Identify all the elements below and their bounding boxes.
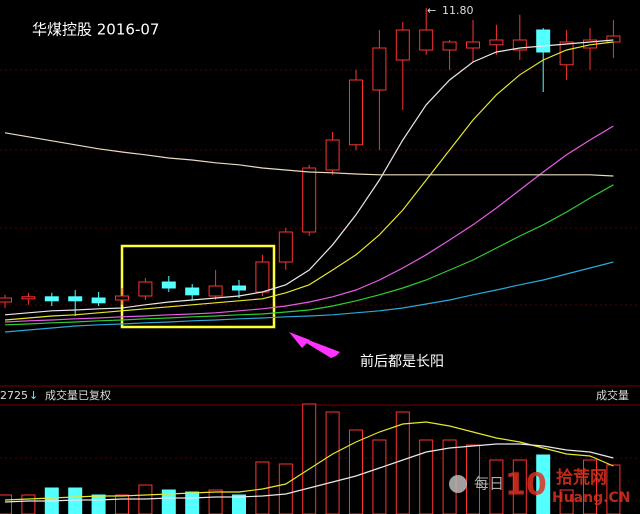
candle-body — [302, 167, 317, 233]
volume-bar — [349, 429, 363, 514]
volume-bar — [91, 494, 106, 514]
volume-bar — [278, 463, 293, 514]
volume-right-label: 成交量 — [596, 388, 629, 402]
volume-bar — [536, 454, 551, 514]
candle-body — [208, 285, 223, 297]
candle-body — [255, 261, 270, 293]
candle-body — [68, 296, 83, 302]
candle-body — [278, 231, 293, 263]
candle-body — [466, 41, 480, 49]
candle-body — [606, 35, 621, 43]
volume-bar — [583, 459, 597, 514]
volume-bar — [512, 459, 527, 514]
volume-bar — [0, 494, 12, 514]
watermark-url: Huang.CN — [552, 490, 630, 506]
volume-bar — [489, 459, 504, 514]
candle-body — [442, 41, 457, 51]
plot — [0, 8, 621, 514]
volume-bar — [466, 444, 480, 514]
watermark-logo: 10 — [505, 468, 547, 503]
volume-bar — [232, 494, 246, 514]
ma-line — [4, 184, 614, 326]
watermark: 每日 10 拾荒网 Huang.CN — [449, 467, 630, 506]
candle-body — [349, 79, 363, 146]
volume-bar — [208, 489, 223, 514]
highlight-box — [120, 244, 276, 329]
candle-body — [489, 39, 504, 46]
volume-bar — [325, 411, 340, 514]
candle-body — [115, 295, 129, 301]
ma-line — [4, 41, 614, 321]
volume-bar — [115, 494, 129, 514]
candle-body — [21, 296, 36, 300]
ma-line — [4, 125, 614, 323]
candle-body — [559, 41, 574, 66]
candle-body — [395, 29, 410, 61]
volume-bar — [302, 403, 317, 514]
callout-arrow-head — [289, 332, 310, 348]
arrow: ← — [427, 4, 436, 17]
volume-bar — [68, 487, 83, 514]
ma-line — [4, 261, 614, 333]
ma-line — [4, 132, 614, 177]
volume-bar — [372, 439, 387, 514]
candle-body — [325, 139, 340, 171]
watermark-site: 拾荒网 — [556, 467, 607, 488]
candle-body — [536, 29, 551, 53]
volume-bar — [21, 494, 36, 514]
volume-title: 成交量已复权 — [45, 388, 111, 402]
candle-body — [372, 47, 387, 91]
chart-title: 华煤控股 2016-07 — [32, 21, 159, 39]
candle-body — [419, 29, 434, 51]
ma-line — [4, 421, 614, 501]
candle-body — [0, 297, 12, 303]
candle-body — [91, 297, 106, 304]
volume-label: 2725 — [0, 389, 28, 402]
volume-bar — [606, 464, 621, 514]
candle-body — [512, 39, 527, 51]
volume-bar — [395, 411, 410, 514]
ma-line — [4, 39, 614, 316]
ma-line — [4, 443, 614, 503]
candle-body — [44, 296, 59, 302]
volume-bar — [419, 439, 434, 514]
callout: 前后都是长阳 — [360, 353, 444, 370]
watermark-text: 每日 — [474, 475, 504, 493]
watermark-icon — [449, 475, 467, 493]
candle-body — [185, 287, 200, 296]
volume-bar — [185, 491, 200, 514]
annotation: 11.80 — [442, 4, 474, 17]
candle-body — [232, 285, 246, 291]
candle-body — [138, 281, 153, 297]
down-arrow: ↓ — [29, 389, 38, 402]
volume-bar — [559, 489, 574, 514]
volume-bar — [161, 489, 176, 514]
candle-body — [161, 281, 176, 289]
